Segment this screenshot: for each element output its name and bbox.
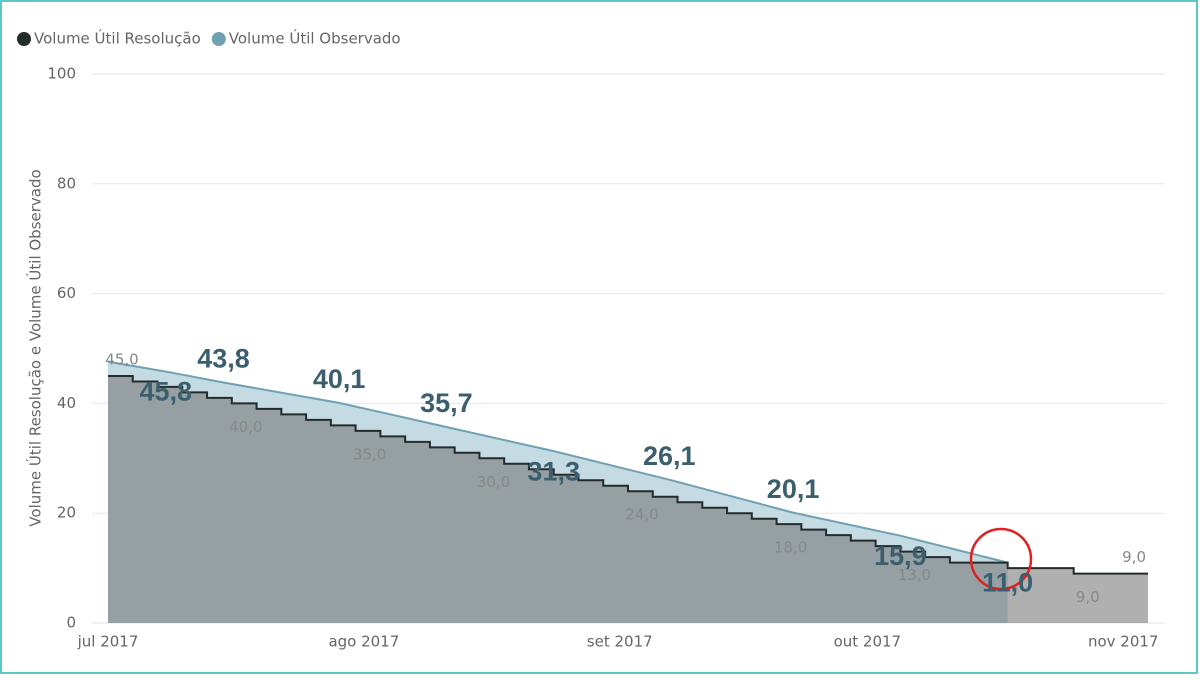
area-fill	[108, 375, 1148, 623]
data-label: 30,0	[477, 473, 510, 491]
y-tick-label: 80	[57, 174, 76, 192]
y-tick-label: 100	[47, 65, 76, 83]
x-tick-label: out 2017	[834, 633, 902, 651]
legend-marker	[211, 32, 226, 46]
x-tick-label: ago 2017	[328, 633, 399, 651]
x-tick-label: nov 2017	[1088, 633, 1159, 651]
legend-label: Volume Útil Resolução	[34, 29, 201, 48]
data-label: 35,7	[420, 388, 473, 418]
x-tick-label: jul 2017	[77, 633, 139, 651]
data-label: 45,0	[105, 350, 138, 368]
axis-title: Volume Útil Resolução e Volume Útil Obse…	[26, 169, 45, 526]
data-label: 35,0	[353, 445, 386, 463]
y-tick-label: 0	[66, 614, 76, 632]
data-label: 13,0	[898, 566, 931, 584]
data-label: 11,0	[982, 568, 1033, 598]
legend-label: Volume Útil Observado	[229, 29, 401, 48]
data-label: 45,8	[139, 377, 192, 407]
data-label: 20,1	[767, 474, 820, 504]
x-tick-label: set 2017	[587, 633, 653, 651]
data-label: 18,0	[774, 539, 807, 557]
data-label: 9,0	[1122, 548, 1146, 566]
legend-marker	[17, 32, 31, 46]
data-label: 31,3	[527, 456, 580, 486]
series-line	[107, 360, 1008, 564]
data-label: 15,9	[874, 541, 927, 571]
data-label: 26,1	[643, 441, 696, 471]
y-tick-label: 20	[57, 504, 76, 522]
data-label: 24,0	[625, 506, 658, 524]
data-label: 40,1	[313, 364, 366, 394]
highlight-circle	[969, 527, 1033, 591]
data-label: 43,8	[197, 344, 250, 374]
y-tick-label: 60	[57, 284, 76, 302]
y-tick-label: 40	[57, 394, 76, 412]
series-line	[108, 374, 1148, 575]
data-label: 40,0	[229, 418, 262, 436]
data-label: 9,0	[1076, 588, 1100, 606]
